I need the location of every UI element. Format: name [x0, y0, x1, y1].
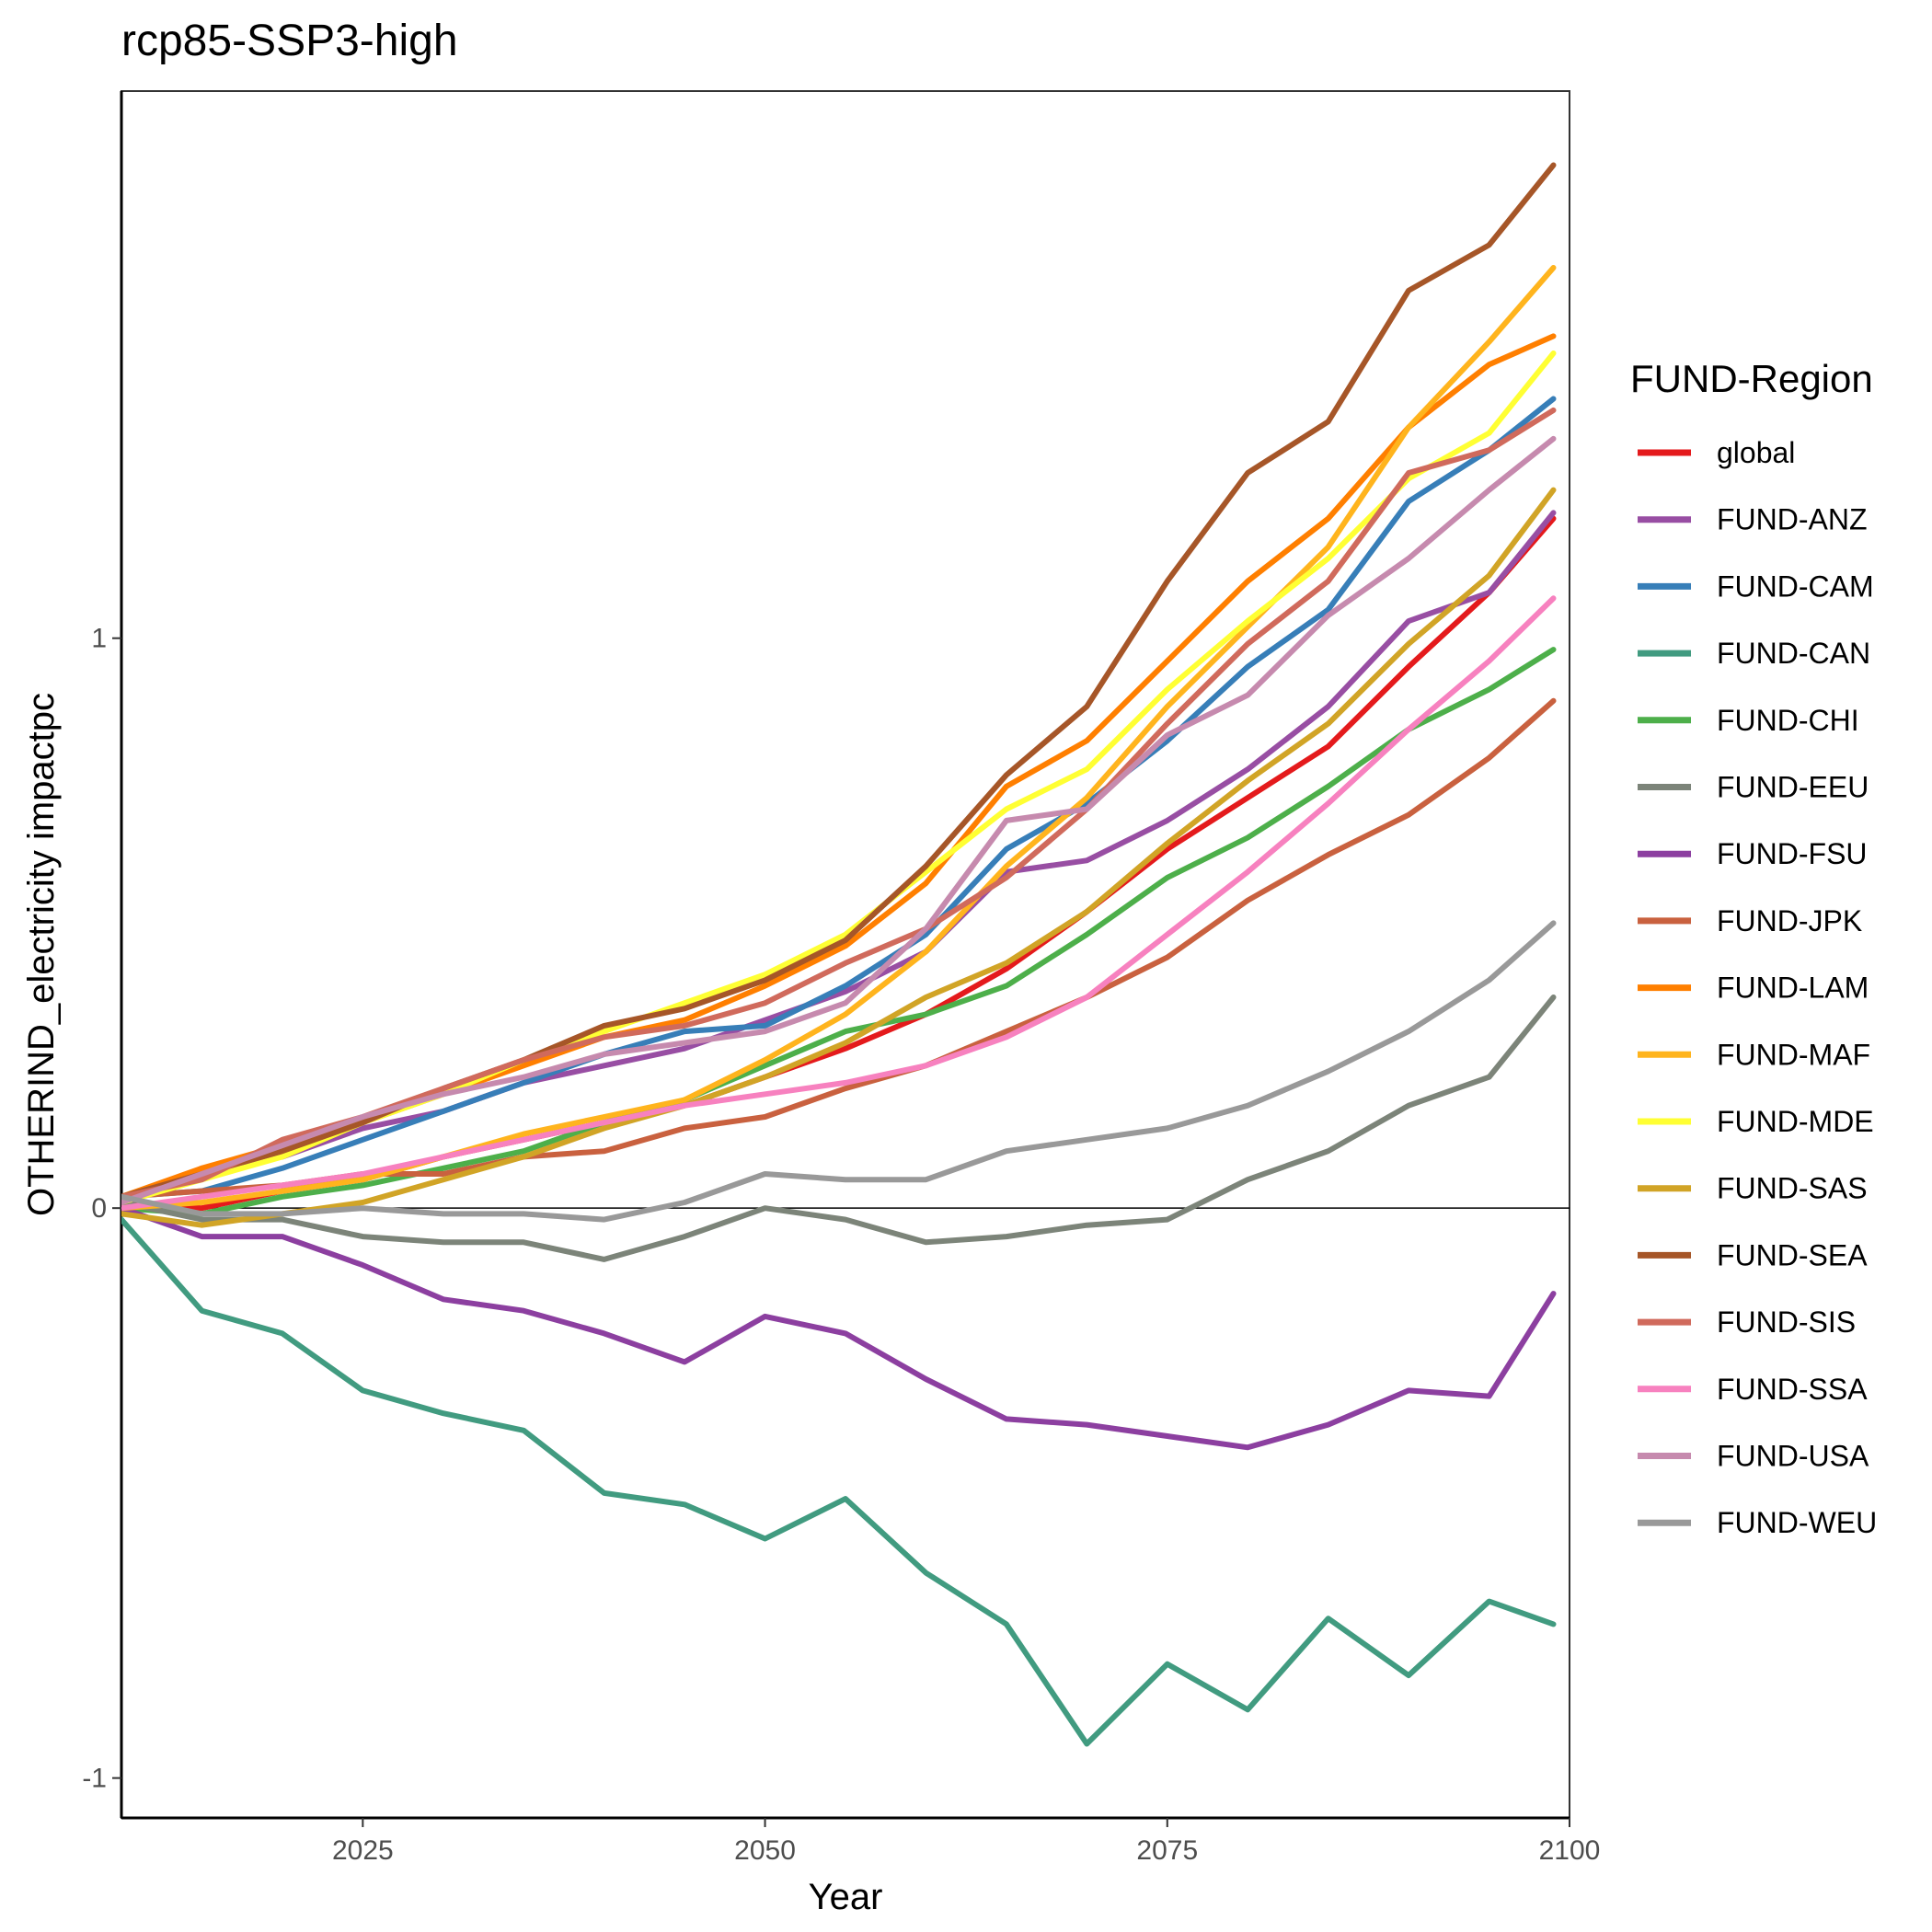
series-line-fund-eeu — [121, 995, 1557, 1262]
chart-title: rcp85-SSP3-high — [121, 17, 458, 65]
series-lines — [121, 162, 1557, 1747]
legend-label: FUND-CAM — [1717, 569, 1874, 603]
legend-label: FUND-MAF — [1717, 1038, 1870, 1071]
legend-title: FUND-Region — [1630, 357, 1873, 400]
legend-label: FUND-SIS — [1717, 1305, 1856, 1339]
panel-border — [121, 90, 1570, 1819]
legend-label: FUND-JPK — [1717, 904, 1862, 937]
series-line-fund-can — [121, 1216, 1557, 1747]
legend-label: FUND-EEU — [1717, 771, 1869, 804]
series-line-fund-chi — [121, 647, 1557, 1217]
y-tick-label: 1 — [91, 624, 107, 654]
legend-label: FUND-SEA — [1717, 1238, 1868, 1271]
series-line-fund-sas — [121, 487, 1557, 1228]
legend-label: FUND-SAS — [1717, 1172, 1868, 1205]
series-line-fund-cam — [121, 396, 1557, 1200]
legend-label: global — [1717, 436, 1795, 469]
legend-label: FUND-ANZ — [1717, 503, 1868, 536]
series-line-fund-sea — [121, 162, 1557, 1200]
series-line-global — [121, 515, 1557, 1212]
plot-area: 2025 2050 2075 2100 -1 0 1 Year OTHERIND_electri… — [21, 90, 1601, 1917]
legend-label: FUND-CHI — [1717, 704, 1859, 737]
legend-label: FUND-FSU — [1717, 837, 1868, 870]
x-tick-label: 2050 — [734, 1835, 796, 1866]
x-tick-label: 2025 — [332, 1835, 394, 1866]
x-tick-label: 2075 — [1136, 1835, 1198, 1866]
y-axis-title: OTHERIND_electricity impactpc — [21, 693, 62, 1216]
legend: FUND-Region global FUND-ANZ FUND-CAM FUND-CA… — [1630, 357, 1877, 1539]
y-tick-label: -1 — [82, 1764, 107, 1794]
x-tick-label: 2100 — [1539, 1835, 1601, 1866]
series-line-fund-maf — [121, 265, 1557, 1212]
series-line-fund-weu — [121, 920, 1557, 1223]
legend-label: FUND-SSA — [1717, 1373, 1868, 1406]
legend-label: FUND-USA — [1717, 1440, 1869, 1473]
series-line-fund-fsu — [121, 1205, 1557, 1451]
legend-label: FUND-MDE — [1717, 1105, 1874, 1138]
legend-label: FUND-LAM — [1717, 972, 1869, 1005]
legend-label: FUND-WEU — [1717, 1506, 1877, 1539]
series-line-fund-anz — [121, 510, 1557, 1205]
series-line-fund-ssa — [121, 595, 1557, 1212]
series-line-fund-usa — [121, 435, 1557, 1205]
legend-label: FUND-CAN — [1717, 637, 1870, 670]
x-axis-title: Year — [809, 1877, 883, 1917]
y-tick-label: 0 — [91, 1193, 107, 1224]
